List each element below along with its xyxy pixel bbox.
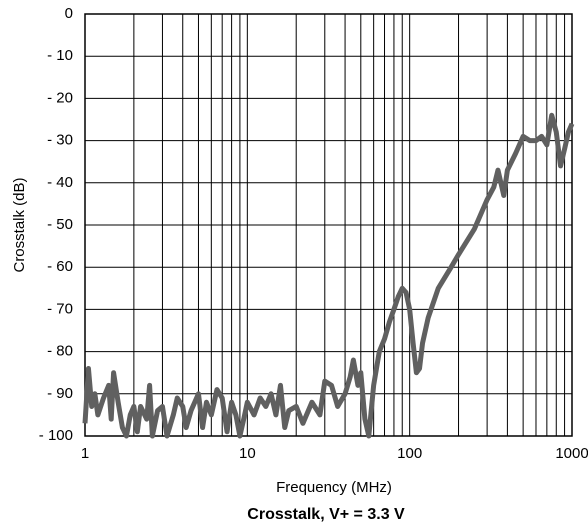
y-tick-label: - 10 [47,47,73,64]
y-tick-label: - 50 [47,216,73,233]
y-axis-label: Crosstalk (dB) [11,177,28,272]
y-tick-label: - 80 [47,343,73,360]
x-tick-label: 10 [239,445,256,462]
chart-title: Crosstalk, V+ = 3.3 V [247,506,405,523]
y-tick-label: 0 [65,5,73,22]
x-axis-label: Frequency (MHz) [276,479,392,496]
crosstalk-line [82,112,575,439]
x-tick-label: 1000 [555,445,588,462]
y-tick-label: - 60 [47,258,73,275]
x-tick-label: 1 [81,445,89,462]
plot-border [84,13,573,437]
y-tick-label: - 20 [47,89,73,106]
y-tick-label: - 100 [39,427,73,444]
y-tick-label: - 40 [47,174,73,191]
y-tick-label: - 30 [47,132,73,149]
y-tick-label: - 90 [47,385,73,402]
x-tick-label: 100 [397,445,422,462]
y-tick-label: - 70 [47,300,73,317]
